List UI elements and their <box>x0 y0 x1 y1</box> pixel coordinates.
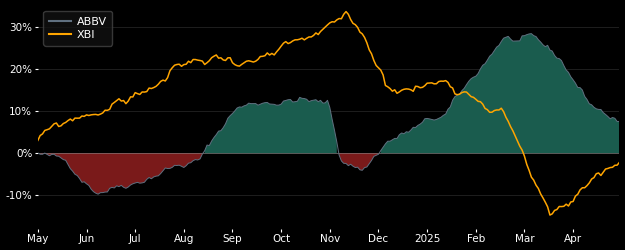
Legend: ABBV, XBI: ABBV, XBI <box>43 11 112 46</box>
